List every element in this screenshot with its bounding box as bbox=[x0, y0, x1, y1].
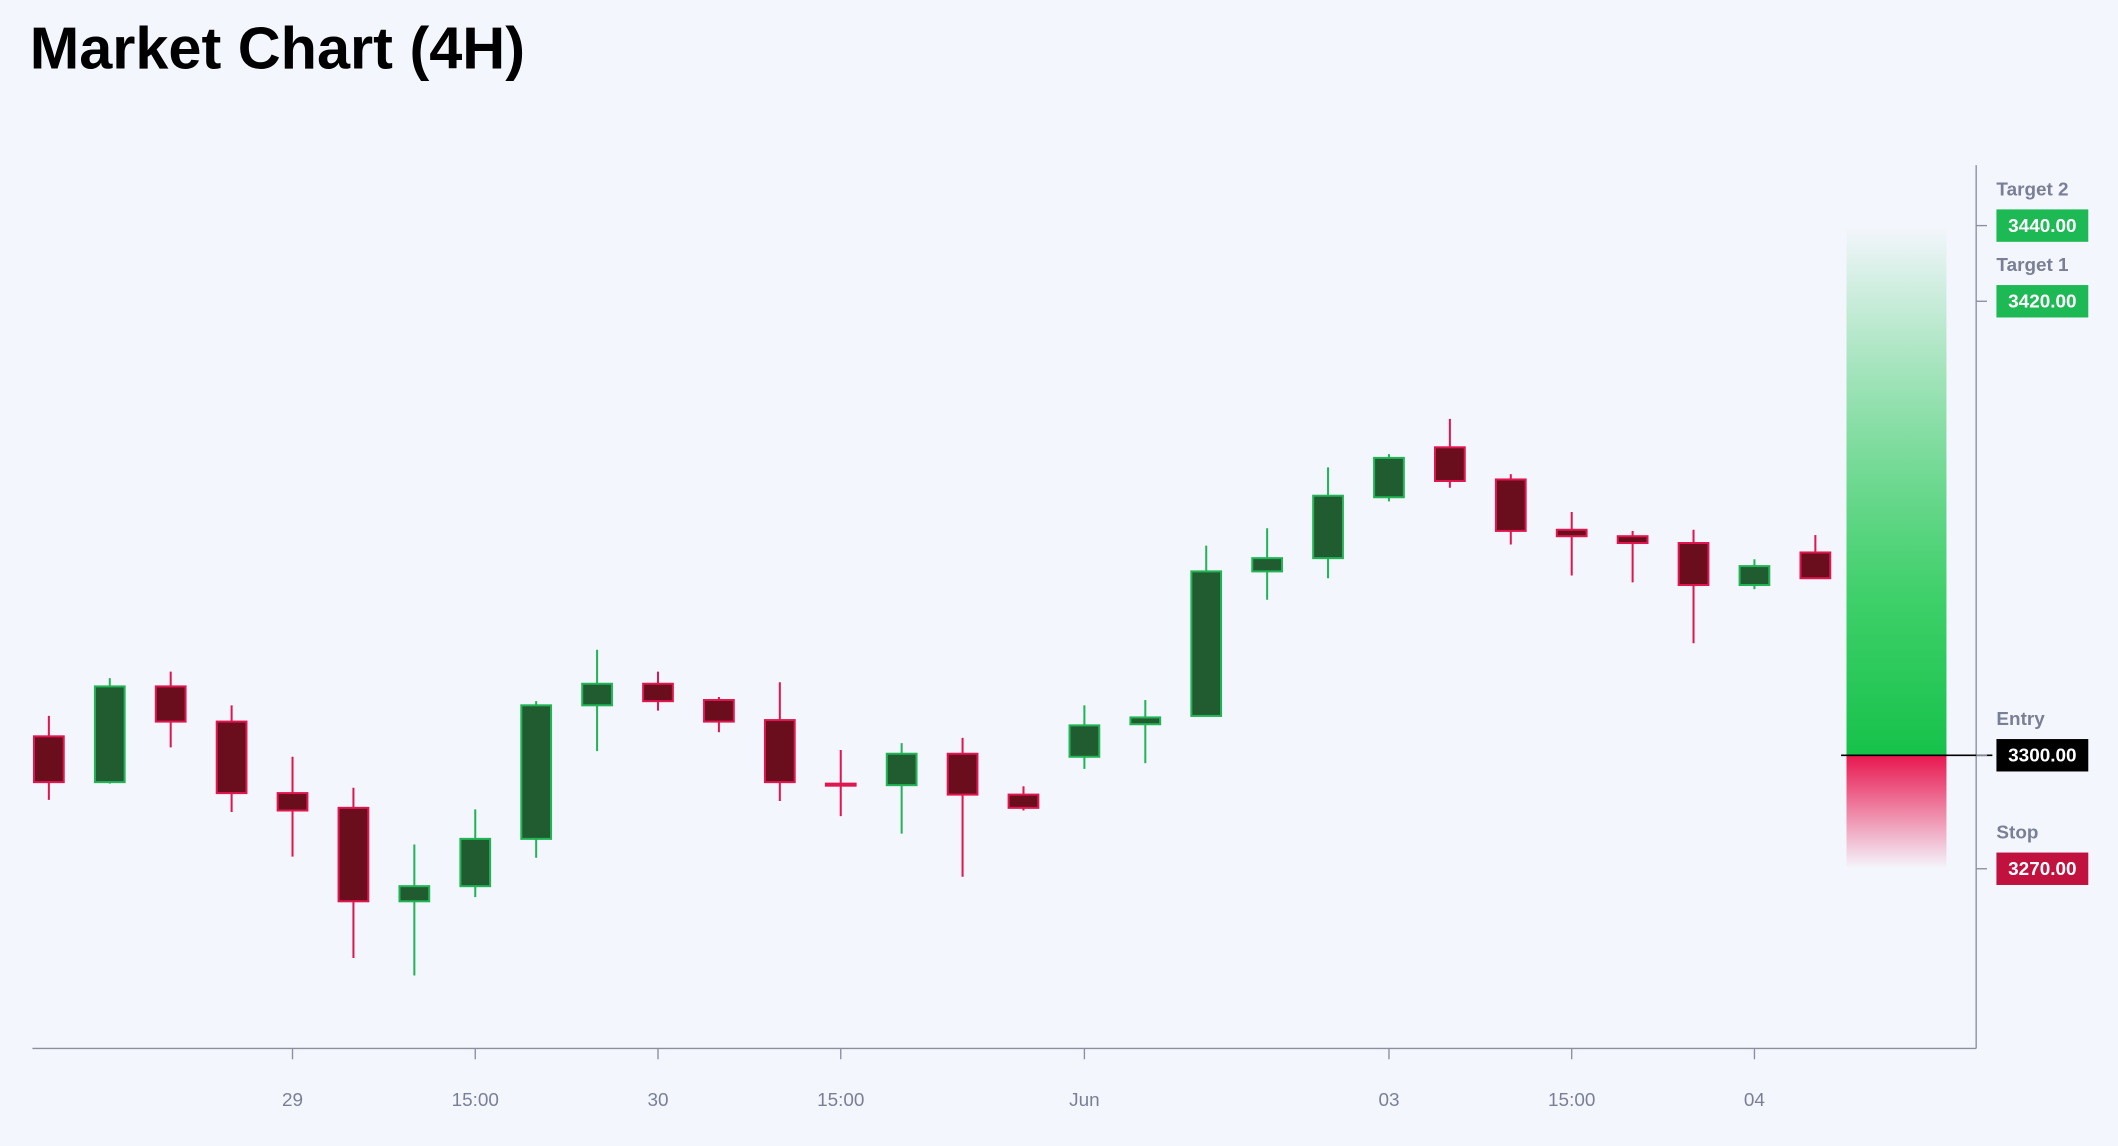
candle-body bbox=[32, 735, 65, 784]
level-badge bbox=[1996, 739, 2089, 772]
candle-body bbox=[1373, 456, 1405, 499]
candle-body bbox=[276, 792, 309, 812]
candle-body bbox=[1555, 528, 1588, 538]
level-name: Stop bbox=[1996, 823, 2038, 844]
x-tick-label: 15:00 bbox=[452, 1090, 499, 1111]
candle-body bbox=[1190, 570, 1223, 717]
level-name: Target 1 bbox=[1996, 255, 2068, 276]
candle-body bbox=[885, 752, 918, 787]
candle-body bbox=[520, 704, 553, 840]
candle-body bbox=[1251, 557, 1284, 573]
level-badge bbox=[1996, 209, 2089, 242]
candle-body bbox=[1616, 535, 1649, 545]
loss-zone bbox=[1846, 755, 1947, 869]
candle-body bbox=[1129, 716, 1162, 726]
candle-body bbox=[824, 782, 857, 787]
x-tick-label: 29 bbox=[282, 1090, 303, 1111]
candle-body bbox=[1312, 494, 1344, 560]
x-tick-label: 30 bbox=[647, 1090, 668, 1111]
level-value: 3440.00 bbox=[2008, 216, 2076, 237]
level-badge bbox=[1996, 852, 2089, 885]
level-name: Entry bbox=[1996, 709, 2045, 730]
candle-body bbox=[581, 682, 613, 707]
candle-body bbox=[215, 720, 248, 795]
level-name: Target 2 bbox=[1996, 179, 2068, 200]
candle-body bbox=[1494, 478, 1527, 532]
candle-body bbox=[946, 752, 979, 796]
level-badge bbox=[1996, 285, 2089, 318]
candle-body bbox=[1799, 551, 1832, 580]
candle-body bbox=[1068, 724, 1101, 758]
x-tick-label: Jun bbox=[1069, 1090, 1099, 1111]
candle-body bbox=[1677, 542, 1710, 587]
candle-body bbox=[337, 806, 370, 903]
x-tick-label: 04 bbox=[1744, 1090, 1765, 1111]
candle-body bbox=[1738, 565, 1771, 587]
level-value: 3300.00 bbox=[2008, 746, 2076, 767]
chart-title: Market Chart (4H) bbox=[30, 15, 525, 82]
candle-body bbox=[93, 685, 126, 784]
x-tick-label: 03 bbox=[1378, 1090, 1399, 1111]
candle-body bbox=[703, 699, 735, 723]
level-value: 3420.00 bbox=[2008, 292, 2076, 313]
candle-body bbox=[154, 685, 187, 723]
candle-body bbox=[398, 885, 431, 903]
candle-body bbox=[763, 719, 796, 784]
candle-body bbox=[459, 837, 492, 888]
candle-body bbox=[642, 682, 674, 703]
profit-zone bbox=[1846, 225, 1947, 756]
x-tick-label: 15:00 bbox=[1548, 1090, 1595, 1111]
candle-body bbox=[1434, 446, 1466, 482]
candle-body bbox=[1007, 793, 1040, 809]
level-value: 3270.00 bbox=[2008, 859, 2076, 880]
x-tick-label: 15:00 bbox=[817, 1090, 864, 1111]
